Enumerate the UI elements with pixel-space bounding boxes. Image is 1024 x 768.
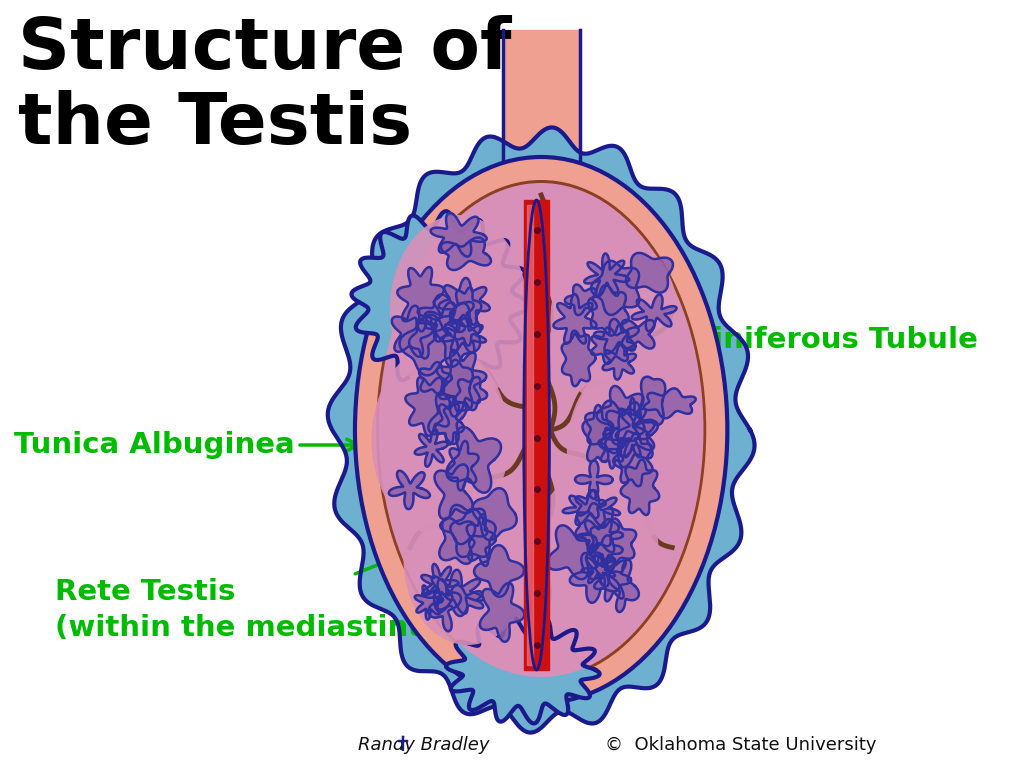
Text: Seminiferous Tubule: Seminiferous Tubule — [566, 326, 978, 355]
Text: the Testis: the Testis — [18, 90, 413, 159]
Polygon shape — [392, 306, 433, 357]
Polygon shape — [467, 514, 496, 566]
Polygon shape — [589, 553, 614, 587]
Polygon shape — [562, 330, 596, 386]
Polygon shape — [410, 319, 436, 359]
Polygon shape — [440, 505, 487, 545]
Polygon shape — [621, 459, 659, 515]
Polygon shape — [446, 617, 600, 723]
Polygon shape — [575, 503, 618, 548]
Polygon shape — [613, 432, 652, 486]
Polygon shape — [418, 294, 474, 331]
Ellipse shape — [372, 345, 509, 535]
Polygon shape — [439, 518, 475, 564]
Polygon shape — [425, 303, 465, 342]
Polygon shape — [597, 386, 644, 444]
Polygon shape — [351, 211, 529, 389]
Polygon shape — [586, 401, 638, 453]
Polygon shape — [440, 318, 486, 353]
Text: Randy Bradley: Randy Bradley — [357, 736, 489, 754]
Polygon shape — [436, 349, 486, 412]
Text: Rete Testis
(within the mediastinum): Rete Testis (within the mediastinum) — [55, 536, 473, 642]
Ellipse shape — [550, 235, 679, 405]
Polygon shape — [594, 554, 631, 601]
Ellipse shape — [403, 475, 532, 645]
Polygon shape — [428, 579, 461, 631]
Ellipse shape — [534, 470, 658, 630]
Polygon shape — [434, 465, 473, 519]
Polygon shape — [480, 583, 524, 642]
Polygon shape — [399, 315, 458, 376]
Polygon shape — [421, 564, 459, 604]
Polygon shape — [446, 427, 501, 493]
Polygon shape — [639, 377, 666, 425]
Polygon shape — [563, 490, 621, 526]
Polygon shape — [565, 284, 597, 315]
Polygon shape — [603, 412, 654, 457]
Polygon shape — [553, 294, 597, 344]
Polygon shape — [591, 327, 636, 364]
Polygon shape — [602, 344, 636, 379]
Polygon shape — [415, 430, 447, 467]
Polygon shape — [588, 285, 629, 336]
Polygon shape — [575, 461, 612, 498]
Ellipse shape — [379, 183, 703, 677]
Text: ✝: ✝ — [381, 735, 412, 755]
Polygon shape — [622, 320, 654, 349]
Polygon shape — [589, 518, 636, 568]
Polygon shape — [632, 294, 677, 331]
Polygon shape — [608, 560, 639, 612]
Polygon shape — [591, 535, 623, 563]
Polygon shape — [456, 377, 487, 410]
Polygon shape — [577, 519, 623, 554]
Polygon shape — [451, 287, 481, 346]
Polygon shape — [397, 267, 443, 332]
Ellipse shape — [567, 360, 699, 540]
Polygon shape — [428, 392, 466, 444]
Polygon shape — [582, 554, 615, 585]
Polygon shape — [406, 377, 454, 436]
Polygon shape — [644, 389, 695, 419]
Polygon shape — [430, 213, 486, 257]
Polygon shape — [523, 200, 550, 670]
Polygon shape — [424, 570, 483, 614]
Polygon shape — [328, 127, 755, 733]
Polygon shape — [435, 404, 464, 445]
Polygon shape — [615, 398, 649, 457]
Polygon shape — [599, 428, 626, 468]
Ellipse shape — [355, 157, 727, 703]
Polygon shape — [626, 253, 673, 293]
Polygon shape — [591, 261, 639, 315]
Polygon shape — [415, 585, 443, 620]
Polygon shape — [575, 490, 606, 518]
Polygon shape — [442, 359, 473, 416]
Polygon shape — [569, 553, 620, 603]
Polygon shape — [419, 362, 452, 395]
Polygon shape — [583, 405, 613, 462]
Ellipse shape — [376, 180, 707, 680]
Polygon shape — [451, 508, 496, 557]
Text: Tunica Albuginea: Tunica Albuginea — [13, 431, 358, 459]
Polygon shape — [601, 402, 657, 467]
Polygon shape — [503, 30, 580, 235]
Polygon shape — [585, 253, 629, 296]
Polygon shape — [434, 585, 483, 616]
Ellipse shape — [390, 215, 527, 405]
Text: Structure of: Structure of — [18, 15, 512, 84]
Text: ©  Oklahoma State University: © Oklahoma State University — [605, 736, 877, 754]
Polygon shape — [447, 441, 478, 491]
Polygon shape — [527, 205, 532, 665]
Polygon shape — [474, 545, 524, 597]
Polygon shape — [547, 525, 597, 579]
Polygon shape — [441, 237, 490, 270]
Polygon shape — [594, 319, 639, 353]
Polygon shape — [472, 488, 517, 540]
Polygon shape — [438, 278, 489, 325]
Polygon shape — [389, 471, 430, 509]
Polygon shape — [434, 303, 480, 366]
